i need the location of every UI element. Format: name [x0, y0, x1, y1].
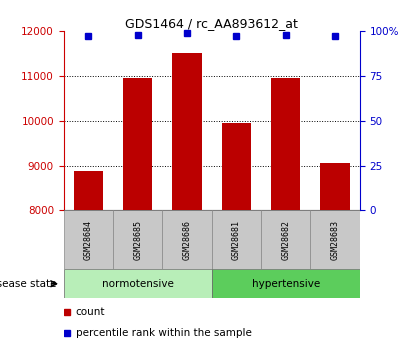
Text: count: count: [76, 307, 105, 317]
Bar: [261, 210, 310, 269]
Title: GDS1464 / rc_AA893612_at: GDS1464 / rc_AA893612_at: [125, 17, 298, 30]
Bar: [212, 269, 360, 298]
Text: hypertensive: hypertensive: [252, 279, 320, 289]
Bar: [64, 210, 113, 269]
Text: GSM28683: GSM28683: [330, 220, 339, 260]
Text: disease state: disease state: [0, 279, 60, 289]
Bar: [172, 53, 202, 210]
Bar: [212, 210, 261, 269]
Bar: [113, 210, 162, 269]
Text: percentile rank within the sample: percentile rank within the sample: [76, 328, 252, 338]
Text: GSM28681: GSM28681: [232, 220, 241, 260]
Bar: [320, 163, 350, 210]
Bar: [271, 78, 300, 210]
Bar: [74, 171, 103, 210]
Text: GSM28686: GSM28686: [182, 220, 192, 260]
Text: normotensive: normotensive: [102, 279, 173, 289]
Bar: [64, 269, 212, 298]
Text: GSM28682: GSM28682: [281, 220, 290, 260]
Bar: [123, 78, 152, 210]
Bar: [222, 123, 251, 210]
Text: GSM28685: GSM28685: [133, 220, 142, 260]
Text: GSM28684: GSM28684: [84, 220, 93, 260]
Bar: [310, 210, 360, 269]
Bar: [162, 210, 212, 269]
